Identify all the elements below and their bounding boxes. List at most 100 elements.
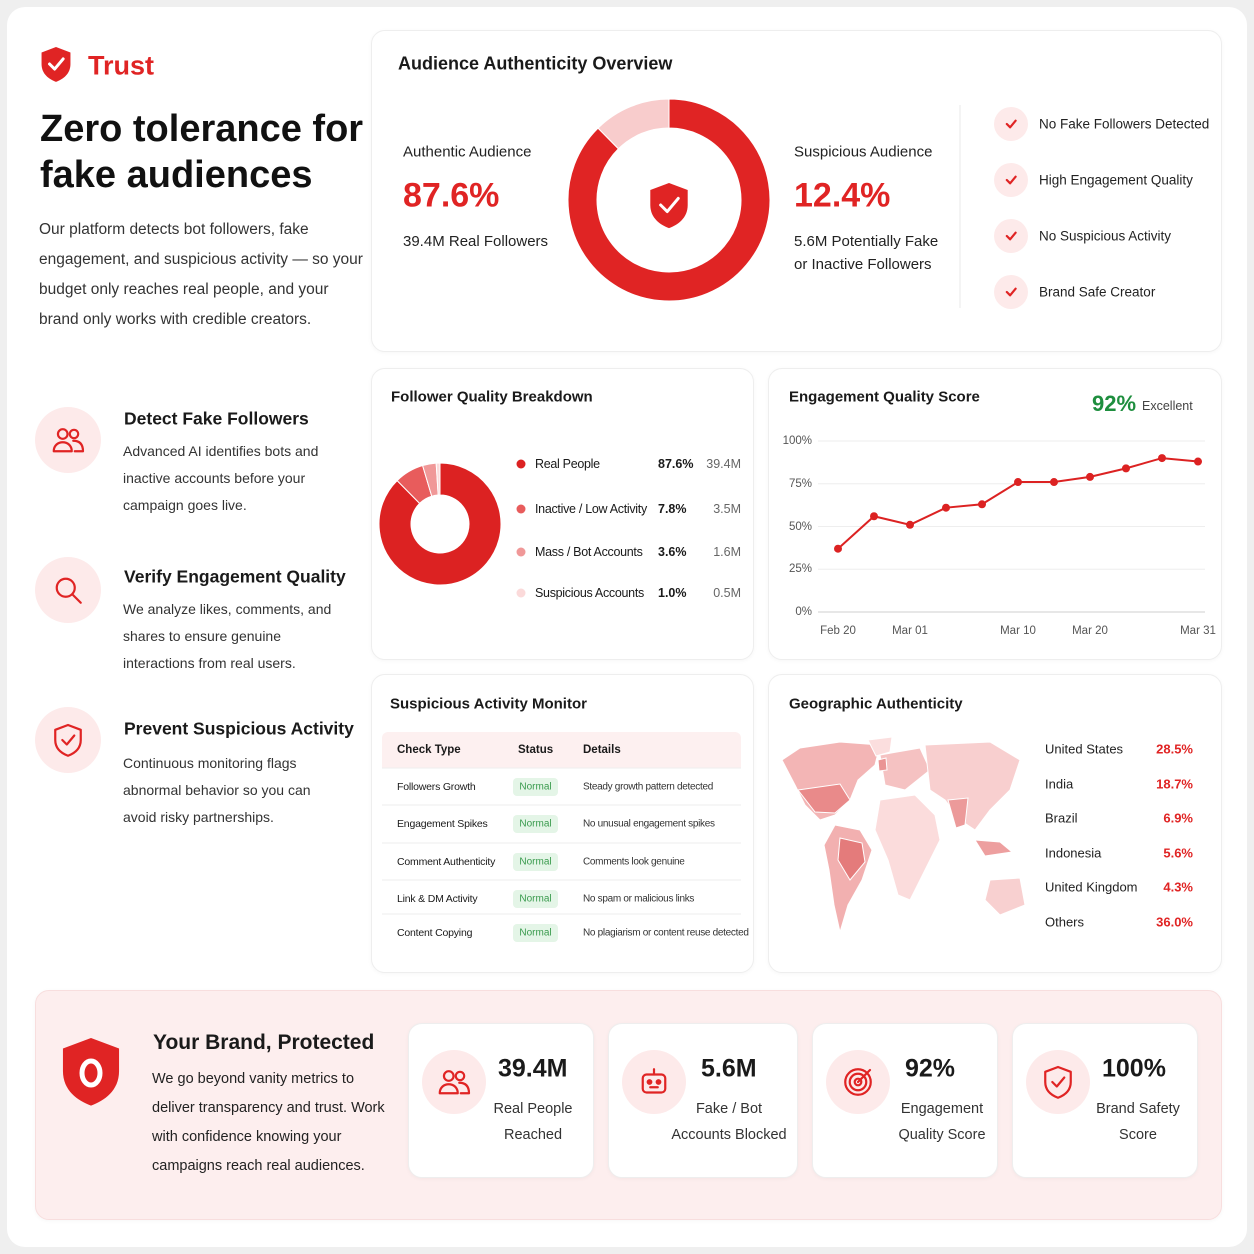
country: Brazil <box>1045 810 1078 826</box>
stat-label: Authentic Audience <box>403 143 532 161</box>
line <box>837 457 1199 550</box>
icon <box>52 428 85 453</box>
check-label: High Engagement Quality <box>1039 172 1193 188</box>
card-title: Geographic Authenticity <box>789 695 963 713</box>
details: No plagiarism or content reuse detected <box>583 927 749 939</box>
icon-bg <box>994 275 1028 309</box>
check <box>61 734 76 746</box>
icon <box>1045 1067 1071 1098</box>
country-share: 28.5% <box>1156 741 1193 757</box>
check <box>1005 119 1017 129</box>
country: United Kingdom <box>1045 879 1138 895</box>
check <box>48 57 65 71</box>
table-header: Details <box>583 744 621 756</box>
icon-bg <box>994 219 1028 253</box>
head <box>454 1070 466 1082</box>
y-tick-label: 0% <box>795 606 812 618</box>
legend-value: 87.6% <box>658 457 694 471</box>
details: Comments look genuine <box>583 856 685 868</box>
lens <box>55 577 76 598</box>
icon <box>1005 231 1017 241</box>
point <box>1194 457 1202 466</box>
country-share: 18.7% <box>1156 776 1193 792</box>
check-type: Link & DM Activity <box>397 893 478 905</box>
ring <box>844 1068 872 1096</box>
ring <box>848 1072 868 1092</box>
shield <box>41 47 71 82</box>
stat-caption: 5.6M Potentially Fake or Inactive Follow… <box>794 233 939 273</box>
country: United States <box>1045 741 1124 757</box>
check <box>1005 175 1017 185</box>
check-type: Comment Authenticity <box>397 856 496 868</box>
overview-card <box>371 30 1222 352</box>
y-tick-label: 100% <box>782 435 812 447</box>
head <box>68 428 80 440</box>
legend-label: Suspicious Accounts <box>535 586 644 600</box>
legend-dot <box>516 547 526 557</box>
shield <box>650 183 688 229</box>
check-label: No Suspicious Activity <box>1039 228 1172 244</box>
stat-caption: 39.4M Real Followers <box>403 233 549 250</box>
point <box>942 503 950 512</box>
icon-bg <box>1026 1050 1090 1114</box>
check-type: Followers Growth <box>397 781 476 793</box>
check <box>659 196 680 214</box>
eye <box>655 1079 662 1085</box>
icon-bg <box>994 107 1028 141</box>
stat-card <box>1012 1023 1198 1178</box>
table-header-bg <box>382 732 741 768</box>
icon <box>844 1068 872 1096</box>
details: No spam or malicious links <box>583 893 695 905</box>
point <box>1014 478 1022 487</box>
legend-count: 39.4M <box>706 457 741 471</box>
x-tick-label: Mar 20 <box>1072 625 1108 637</box>
legend-value: 1.0% <box>658 586 687 600</box>
footer-shield <box>62 1038 120 1106</box>
quality-card <box>371 368 754 660</box>
check-type: Content Copying <box>397 927 473 939</box>
footer-text: We go beyond vanity metrics to deliver t… <box>152 1071 385 1174</box>
icon-bg <box>622 1050 686 1114</box>
legend-dot <box>516 588 526 598</box>
country: Others <box>1045 914 1085 930</box>
footer-title: Your Brand, Protected <box>153 1031 375 1054</box>
status-pill <box>513 924 558 942</box>
eye <box>646 1079 653 1085</box>
status-pill <box>513 778 558 796</box>
point <box>1158 454 1166 463</box>
head <box>56 428 69 440</box>
details: No unusual engagement spikes <box>583 818 715 830</box>
legend-label: Inactive / Low Activity <box>535 502 647 516</box>
legend-value: 7.8% <box>658 502 687 516</box>
country-share: 36.0% <box>1156 914 1193 930</box>
stat-label: Fake / Bot Accounts Blocked <box>671 1101 787 1143</box>
score-rating: Excellent <box>1142 399 1193 413</box>
body <box>52 439 85 453</box>
country: India <box>1045 776 1074 792</box>
card-title: Suspicious Activity Monitor <box>390 695 587 713</box>
pie-slice <box>435 462 441 496</box>
engagement-card <box>768 368 1222 660</box>
arrow <box>856 1068 872 1084</box>
legend-count: 3.5M <box>713 502 741 516</box>
card-title: Follower Quality Breakdown <box>391 388 593 406</box>
feature-title: Prevent Suspicious Activity <box>124 718 354 739</box>
icon <box>41 47 71 82</box>
icon-bg <box>35 407 101 473</box>
feature-title: Detect Fake Followers <box>124 408 309 429</box>
status: Normal <box>519 893 552 905</box>
status-pill <box>513 890 558 908</box>
monitor-card <box>371 674 754 973</box>
stat-value: 87.6% <box>403 176 500 215</box>
country: Indonesia <box>1045 845 1102 861</box>
stat-value: 100% <box>1102 1054 1166 1083</box>
y-tick-label: 50% <box>788 520 812 533</box>
icon <box>55 577 82 604</box>
pie-slice <box>597 98 670 150</box>
legend-label: Mass / Bot Accounts <box>535 545 643 559</box>
x-tick-label: Mar 01 <box>892 625 928 637</box>
point <box>1050 478 1058 487</box>
check-label: Brand Safe Creator <box>1039 284 1156 300</box>
feature-title: Verify Engagement Quality <box>124 566 346 587</box>
country-share: 4.3% <box>1163 879 1193 895</box>
